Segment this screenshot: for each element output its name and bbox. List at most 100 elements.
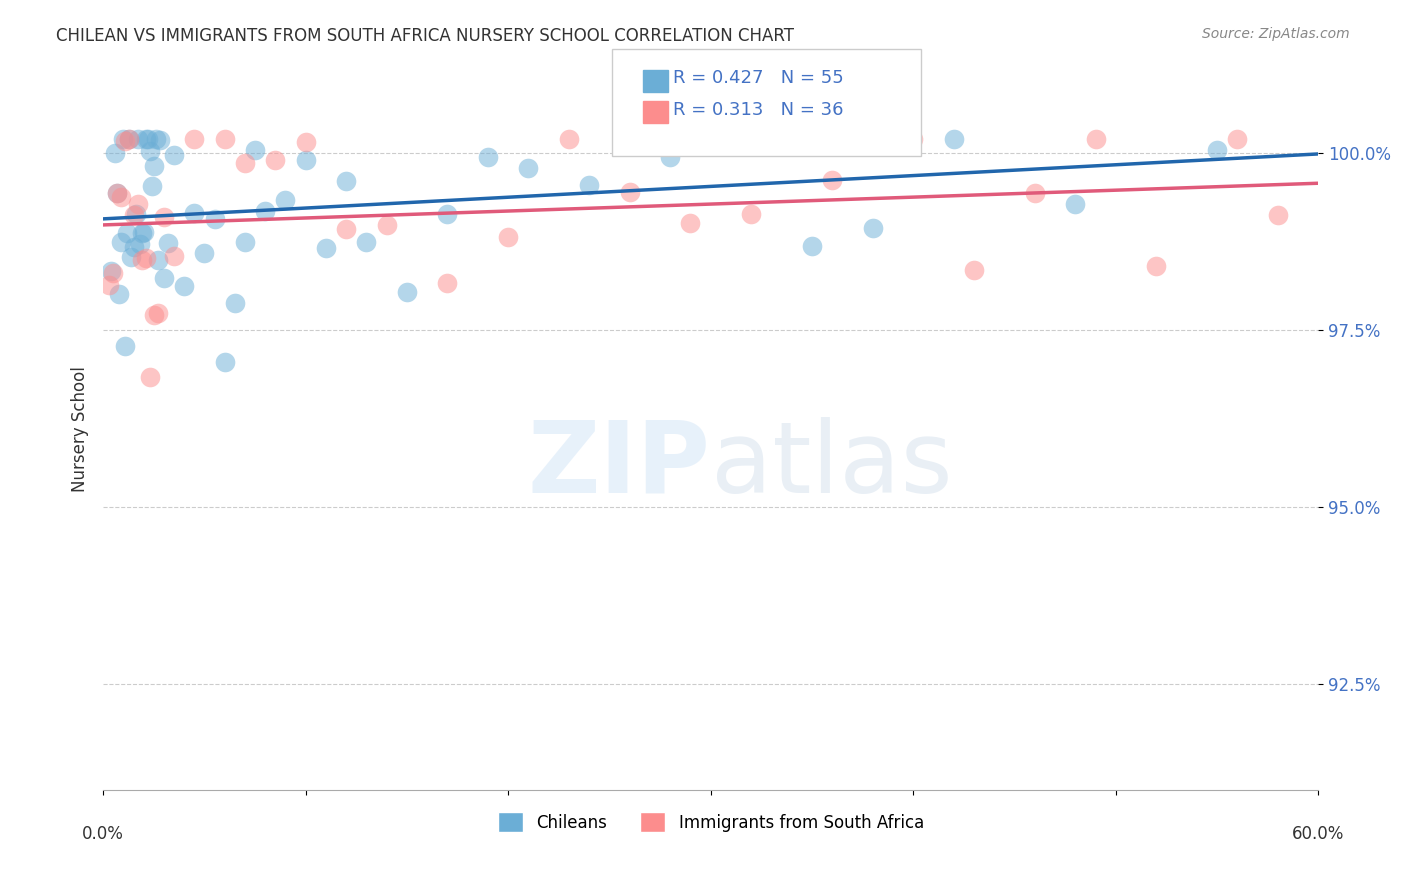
Point — [375, 218, 398, 232]
Point — [163, 249, 186, 263]
Point — [146, 306, 169, 320]
Point — [436, 276, 458, 290]
Point — [138, 370, 160, 384]
Point — [118, 132, 141, 146]
Point — [1226, 132, 1249, 146]
Point — [233, 156, 256, 170]
Point — [98, 278, 121, 293]
Point — [578, 178, 600, 193]
Point — [108, 287, 131, 301]
Point — [136, 132, 159, 146]
Point — [903, 132, 925, 146]
Text: CHILEAN VS IMMIGRANTS FROM SOUTH AFRICA NURSERY SCHOOL CORRELATION CHART: CHILEAN VS IMMIGRANTS FROM SOUTH AFRICA … — [56, 27, 794, 45]
Point — [156, 235, 179, 250]
Point — [138, 144, 160, 158]
Point — [163, 148, 186, 162]
Point — [114, 339, 136, 353]
Point — [141, 178, 163, 193]
Point — [496, 230, 519, 244]
Point — [264, 153, 287, 167]
Point — [153, 270, 176, 285]
Point — [122, 208, 145, 222]
Point — [243, 143, 266, 157]
Point — [124, 206, 146, 220]
Point — [146, 252, 169, 267]
Point — [117, 226, 139, 240]
Point — [659, 150, 682, 164]
Point — [128, 237, 150, 252]
Point — [100, 264, 122, 278]
Point — [335, 221, 357, 235]
Point — [145, 132, 167, 146]
Text: R = 0.313   N = 36: R = 0.313 N = 36 — [673, 101, 844, 119]
Point — [436, 207, 458, 221]
Point — [110, 235, 132, 249]
Point — [517, 161, 540, 176]
Point — [135, 251, 157, 265]
Point — [477, 150, 499, 164]
Point — [183, 132, 205, 146]
Text: 60.0%: 60.0% — [1292, 825, 1344, 843]
Point — [135, 132, 157, 146]
Point — [131, 252, 153, 267]
Text: atlas: atlas — [710, 417, 952, 514]
Point — [801, 239, 824, 253]
Point — [395, 285, 418, 299]
Point — [1064, 197, 1087, 211]
Point — [122, 240, 145, 254]
Point — [699, 132, 721, 146]
Point — [214, 132, 236, 146]
Point — [294, 135, 316, 149]
Point — [294, 153, 316, 168]
Point — [149, 133, 172, 147]
Point — [105, 186, 128, 201]
Point — [142, 159, 165, 173]
Point — [224, 296, 246, 310]
Point — [254, 204, 277, 219]
Point — [619, 185, 641, 199]
Point — [131, 226, 153, 240]
Point — [862, 221, 884, 235]
Point — [942, 132, 965, 146]
Point — [142, 308, 165, 322]
Point — [214, 355, 236, 369]
Point — [233, 235, 256, 249]
Point — [1024, 186, 1046, 200]
Text: 0.0%: 0.0% — [82, 825, 124, 843]
Point — [274, 193, 297, 207]
Point — [114, 134, 136, 148]
Point — [1267, 208, 1289, 222]
Point — [558, 132, 581, 146]
Point — [1084, 132, 1107, 146]
Point — [104, 145, 127, 160]
Point — [183, 206, 205, 220]
Point — [619, 132, 641, 146]
Point — [821, 172, 844, 186]
Point — [173, 279, 195, 293]
Point — [121, 251, 143, 265]
Legend: Chileans, Immigrants from South Africa: Chileans, Immigrants from South Africa — [491, 805, 931, 839]
Point — [1144, 260, 1167, 274]
Text: R = 0.427   N = 55: R = 0.427 N = 55 — [673, 70, 844, 87]
Point — [132, 225, 155, 239]
Point — [1206, 143, 1229, 157]
Text: Source: ZipAtlas.com: Source: ZipAtlas.com — [1202, 27, 1350, 41]
Point — [315, 241, 337, 255]
Point — [679, 216, 702, 230]
Point — [127, 132, 149, 146]
Point — [740, 207, 762, 221]
Point — [204, 211, 226, 226]
Point — [105, 186, 128, 201]
Text: ZIP: ZIP — [527, 417, 710, 514]
Point — [110, 190, 132, 204]
Point — [740, 132, 762, 146]
Point — [193, 246, 215, 260]
Y-axis label: Nursery School: Nursery School — [72, 366, 89, 492]
Point — [112, 132, 135, 146]
Point — [963, 263, 986, 277]
Point — [356, 235, 378, 249]
Point — [103, 266, 125, 280]
Point — [335, 174, 357, 188]
Point — [118, 132, 141, 146]
Point — [127, 197, 149, 211]
